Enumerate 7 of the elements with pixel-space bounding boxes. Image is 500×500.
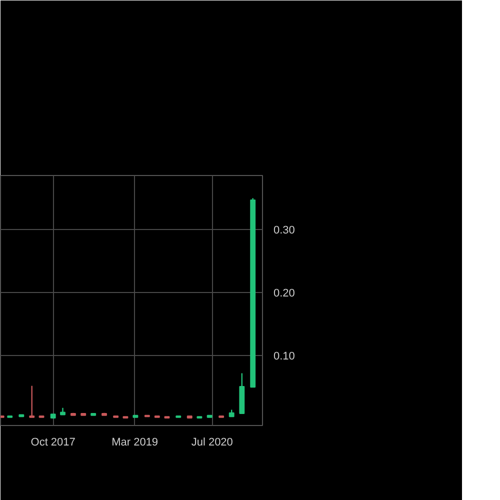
- x-tick-label: Jul 2020: [191, 436, 233, 448]
- y-tick-label: 0.20: [274, 288, 295, 300]
- y-tick-label: 0.30: [274, 224, 295, 237]
- x-tick-label: Mar 2019: [112, 436, 158, 448]
- x-tick-label: Oct 2017: [30, 436, 76, 448]
- candlestick: [29, 385, 35, 418]
- y-tick-label: 0.10: [274, 350, 295, 363]
